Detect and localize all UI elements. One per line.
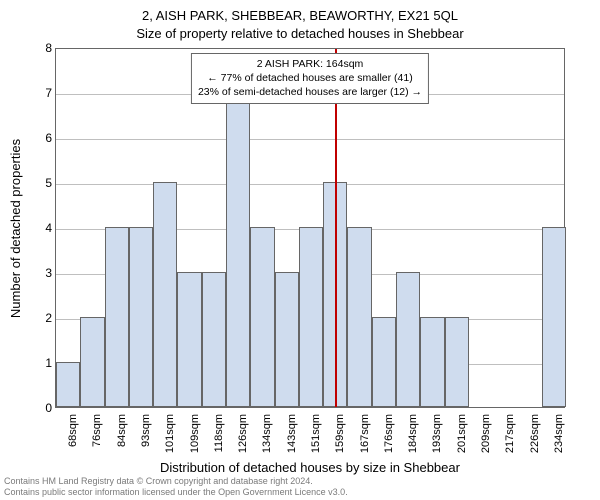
x-tick-label: 101sqm bbox=[164, 414, 176, 453]
x-tick-label: 167sqm bbox=[359, 414, 371, 453]
bar bbox=[299, 227, 323, 407]
x-tick-label: 193sqm bbox=[431, 414, 443, 453]
x-tick-label: 134sqm bbox=[261, 414, 273, 453]
x-tick-label: 159sqm bbox=[334, 414, 346, 453]
bar bbox=[129, 227, 153, 407]
x-tick-label: 93sqm bbox=[140, 414, 152, 447]
chart-title-line1: 2, AISH PARK, SHEBBEAR, BEAWORTHY, EX21 … bbox=[0, 8, 600, 23]
x-tick-label: 126sqm bbox=[237, 414, 249, 453]
bar bbox=[177, 272, 201, 407]
footer-line-1: Contains HM Land Registry data © Crown c… bbox=[4, 476, 348, 487]
x-tick-label: 118sqm bbox=[213, 414, 225, 452]
x-axis-label: Distribution of detached houses by size … bbox=[55, 460, 565, 475]
x-tick-label: 68sqm bbox=[67, 414, 79, 447]
x-tick-label: 201sqm bbox=[456, 414, 468, 453]
y-tick-label: 2 bbox=[34, 311, 52, 325]
annotation-line-2: ← 77% of detached houses are smaller (41… bbox=[198, 71, 422, 85]
bar bbox=[445, 317, 469, 407]
bar bbox=[56, 362, 80, 407]
x-tick-label: 109sqm bbox=[189, 414, 201, 453]
x-tick-label: 143sqm bbox=[286, 414, 298, 453]
y-tick-label: 4 bbox=[34, 221, 52, 235]
y-tick-label: 5 bbox=[34, 176, 52, 190]
chart-title-line2: Size of property relative to detached ho… bbox=[0, 26, 600, 41]
bar bbox=[420, 317, 444, 407]
y-tick-label: 0 bbox=[34, 401, 52, 415]
x-tick-label: 184sqm bbox=[407, 414, 419, 453]
bar bbox=[80, 317, 104, 407]
annotation-box: 2 AISH PARK: 164sqm ← 77% of detached ho… bbox=[191, 53, 429, 104]
y-tick-label: 7 bbox=[34, 86, 52, 100]
annotation-line-1: 2 AISH PARK: 164sqm bbox=[198, 57, 422, 71]
bar bbox=[226, 92, 250, 407]
gridline bbox=[56, 184, 564, 185]
bar bbox=[372, 317, 396, 407]
bar bbox=[105, 227, 129, 407]
bar bbox=[153, 182, 177, 407]
x-tick-label: 217sqm bbox=[504, 414, 516, 453]
bar bbox=[347, 227, 371, 407]
bar bbox=[542, 227, 566, 407]
y-tick-label: 1 bbox=[34, 356, 52, 370]
y-tick-label: 8 bbox=[34, 41, 52, 55]
x-tick-label: 151sqm bbox=[310, 414, 322, 453]
plot-area: 2 AISH PARK: 164sqm ← 77% of detached ho… bbox=[55, 48, 565, 408]
x-tick-label: 176sqm bbox=[383, 414, 395, 453]
x-tick-label: 226sqm bbox=[529, 414, 541, 453]
annotation-line-3: 23% of semi-detached houses are larger (… bbox=[198, 85, 422, 99]
gridline bbox=[56, 139, 564, 140]
y-tick-label: 6 bbox=[34, 131, 52, 145]
bar bbox=[396, 272, 420, 407]
x-tick-label: 84sqm bbox=[116, 414, 128, 447]
footer-line-2: Contains public sector information licen… bbox=[4, 487, 348, 498]
bar bbox=[250, 227, 274, 407]
y-axis-label: Number of detached properties bbox=[10, 48, 22, 408]
footer-attribution: Contains HM Land Registry data © Crown c… bbox=[4, 476, 348, 499]
bar bbox=[275, 272, 299, 407]
bar bbox=[202, 272, 226, 407]
x-tick-label: 76sqm bbox=[91, 414, 103, 447]
x-tick-label: 209sqm bbox=[480, 414, 492, 453]
y-tick-label: 3 bbox=[34, 266, 52, 280]
x-tick-label: 234sqm bbox=[553, 414, 565, 453]
